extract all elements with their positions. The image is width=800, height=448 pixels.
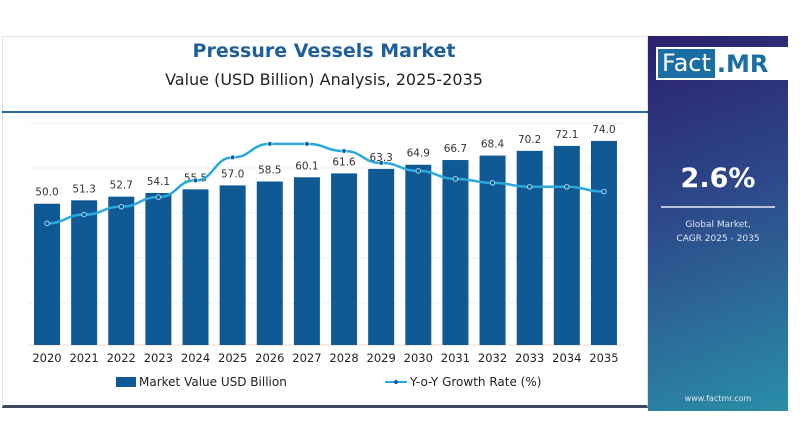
- x-tick-label: 2029: [367, 351, 396, 365]
- x-tick-label: 2022: [107, 351, 136, 365]
- bar: [34, 203, 60, 345]
- x-tick-label: 2030: [404, 351, 433, 365]
- data-label: 51.3: [72, 183, 95, 195]
- factmr-logo: Fact .MR: [656, 47, 790, 80]
- growth-point: [415, 168, 421, 174]
- bar: [479, 155, 506, 345]
- growth-point: [81, 211, 87, 218]
- website-link[interactable]: www.factmr.com: [684, 394, 752, 403]
- x-tick-label: 2024: [181, 351, 210, 365]
- x-tick-label: 2023: [144, 351, 173, 365]
- data-label: 66.7: [444, 143, 467, 155]
- bar: [442, 160, 469, 345]
- growth-point: [304, 141, 310, 147]
- x-tick-label: 2033: [515, 351, 544, 365]
- chart-subtitle: Value (USD Billion) Analysis, 2025-2035: [165, 70, 483, 89]
- growth-point: [526, 184, 533, 190]
- legend-label-line: Y-o-Y Growth Rate (%): [410, 375, 542, 389]
- data-label: 50.0: [35, 187, 58, 199]
- growth-line: [46, 142, 604, 225]
- data-label: 72.1: [555, 129, 578, 141]
- growth-point: [118, 203, 124, 210]
- growth-point: [155, 194, 162, 200]
- growth-point: [267, 141, 273, 147]
- data-label: 54.1: [147, 176, 170, 188]
- x-tick-label: 2032: [478, 351, 507, 365]
- x-tick-label: 2020: [32, 351, 61, 365]
- data-label: 63.3: [369, 152, 392, 164]
- logo-text-fact: Fact: [658, 49, 715, 78]
- growth-point: [601, 188, 607, 195]
- bar: [182, 189, 209, 345]
- side-panel: [648, 36, 788, 411]
- data-label: 60.1: [295, 160, 318, 172]
- cagr-value: 2.6%: [680, 163, 756, 194]
- x-tick-label: 2035: [589, 351, 618, 365]
- bar: [219, 185, 246, 345]
- bar: [331, 173, 358, 345]
- data-label: 74.0: [592, 124, 615, 136]
- cagr-label: Global Market, CAGR 2025 - 2035: [648, 218, 788, 246]
- bar: [590, 140, 617, 345]
- bar: [368, 168, 395, 345]
- x-tick-label: 2028: [329, 351, 358, 365]
- x-tick-label: 2027: [292, 351, 321, 365]
- bar: [71, 200, 98, 345]
- logo-text-mr: .MR: [716, 49, 769, 78]
- legend-swatch-line: [385, 380, 407, 384]
- bar: [405, 164, 432, 345]
- x-tick-label: 2025: [218, 351, 247, 365]
- growth-point: [341, 148, 347, 154]
- legend-label-bar: Market Value USD Billion: [139, 375, 287, 389]
- bar: [256, 181, 283, 345]
- data-label: 70.2: [518, 134, 541, 146]
- x-tick-label: 2021: [69, 351, 98, 365]
- growth-point: [192, 177, 199, 184]
- growth-point: [378, 160, 384, 166]
- x-tick-label: 2034: [552, 351, 581, 365]
- cagr-label-line2: CAGR 2025 - 2035: [676, 234, 760, 244]
- chart-plot: 50.0202051.3202152.7202254.1202355.52024…: [28, 122, 625, 365]
- x-tick-label: 2031: [441, 351, 470, 365]
- growth-point: [229, 154, 236, 161]
- growth-point: [489, 180, 496, 186]
- legend-swatch-bar: [116, 377, 136, 387]
- data-label: 57.0: [221, 168, 244, 180]
- data-label: 52.7: [110, 180, 133, 192]
- data-label: 58.5: [258, 164, 281, 176]
- bar: [145, 192, 172, 345]
- panel-divider: [661, 206, 775, 208]
- data-label: 64.9: [407, 148, 430, 160]
- chart-title: Pressure Vessels Market: [192, 40, 456, 62]
- bar: [516, 150, 543, 345]
- bar: [553, 145, 580, 345]
- data-label: 61.6: [332, 156, 356, 168]
- legend-item-line: Y-o-Y Growth Rate (%): [385, 375, 541, 389]
- cagr-label-line1: Global Market,: [685, 220, 751, 230]
- data-label: 68.4: [481, 139, 505, 151]
- x-tick-label: 2026: [255, 351, 284, 365]
- bar: [108, 196, 135, 345]
- header-divider: [2, 111, 648, 113]
- growth-point: [44, 220, 50, 227]
- legend-item-bar: Market Value USD Billion: [116, 375, 287, 389]
- bar: [293, 177, 320, 345]
- growth-point: [564, 184, 570, 190]
- growth-point: [452, 176, 459, 182]
